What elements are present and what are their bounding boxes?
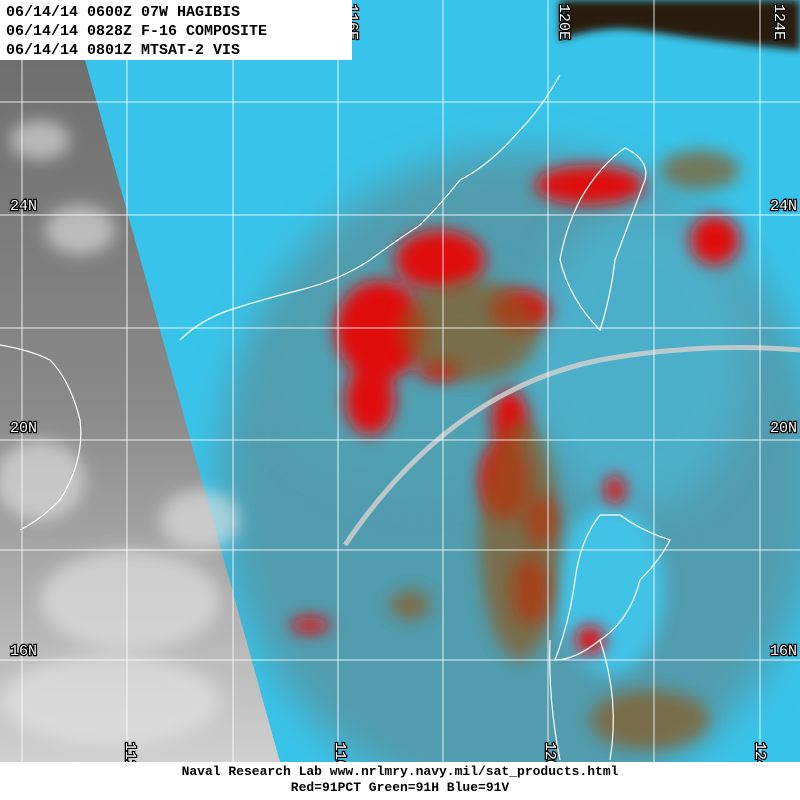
header: 06/14/14 0600Z 07W HAGIBIS 06/14/14 0828… <box>0 0 352 60</box>
footer: Naval Research Lab www.nrlmry.navy.mil/s… <box>0 762 800 800</box>
coastline <box>0 74 671 761</box>
lat-label: 16N <box>770 643 797 660</box>
lat-label: 24N <box>770 198 797 215</box>
header-line: 06/14/14 0828Z F-16 COMPOSITE <box>6 23 267 40</box>
header-line: 06/14/14 0600Z 07W HAGIBIS <box>6 4 240 21</box>
footer-channels: Red=91PCT Green=91H Blue=91V <box>291 780 510 795</box>
header-line: 06/14/14 0801Z MTSAT-2 VIS <box>6 42 240 59</box>
lat-label: 20N <box>10 420 37 437</box>
lat-label: 16N <box>10 643 37 660</box>
lat-lon-grid <box>0 0 800 762</box>
lat-label: 20N <box>770 420 797 437</box>
footer-source: Naval Research Lab www.nrlmry.navy.mil/s… <box>182 764 619 779</box>
lon-label: 124E <box>770 4 787 40</box>
lat-label: 24N <box>10 198 37 215</box>
lon-label: 120E <box>555 4 572 40</box>
